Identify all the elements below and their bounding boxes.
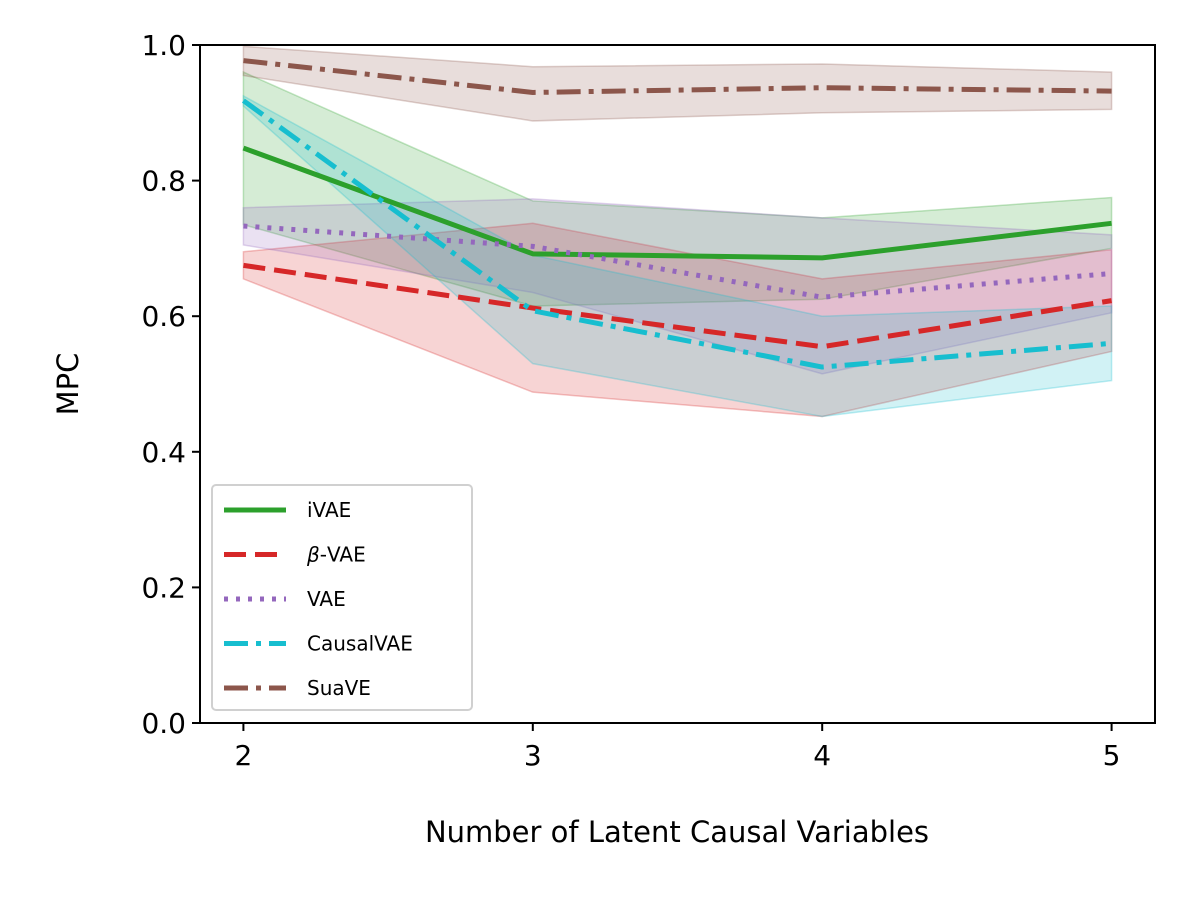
band-4 <box>242 45 1113 122</box>
x-tick-label-2: 4 <box>813 739 831 772</box>
legend-label-2: VAE <box>307 587 346 611</box>
legend-box <box>211 484 473 711</box>
x-axis-label: Number of Latent Causal Variables <box>425 815 929 849</box>
y-tick-label-5: 1.0 <box>141 29 186 62</box>
legend-label-4: SuaVE <box>307 676 371 700</box>
series-line-3 <box>241 98 1112 370</box>
x-tick-label-3: 5 <box>1103 739 1121 772</box>
axis-ticks: 2 3 4 5 0.0 0.2 0.4 0.6 0.8 1.0 <box>141 29 1120 772</box>
y-tick-label-0: 0.0 <box>141 707 186 740</box>
y-axis-label: MPC <box>51 353 85 416</box>
band-1 <box>242 222 1113 418</box>
x-tick-label-1: 3 <box>524 739 542 772</box>
series-lines <box>241 58 1112 370</box>
legend-label-0: iVAE <box>307 498 351 522</box>
y-tick-label-2: 0.4 <box>141 436 186 469</box>
legend-label-3: CausalVAE <box>307 632 413 656</box>
series-line-2 <box>243 223 1112 300</box>
x-tick-label-0: 2 <box>234 739 252 772</box>
series-line-4 <box>243 58 1112 95</box>
series-line-1 <box>243 262 1112 350</box>
y-tick-label-4: 0.8 <box>141 165 186 198</box>
y-tick-label-1: 0.2 <box>141 571 186 604</box>
legend-label-1: β-VAE <box>306 543 366 567</box>
plot-area-frame <box>199 44 1156 724</box>
series-line-0 <box>242 145 1112 261</box>
y-tick-label-3: 0.6 <box>141 300 186 333</box>
legend: iVAE β-VAE VAE CausalVAE SuaVE <box>211 484 473 711</box>
